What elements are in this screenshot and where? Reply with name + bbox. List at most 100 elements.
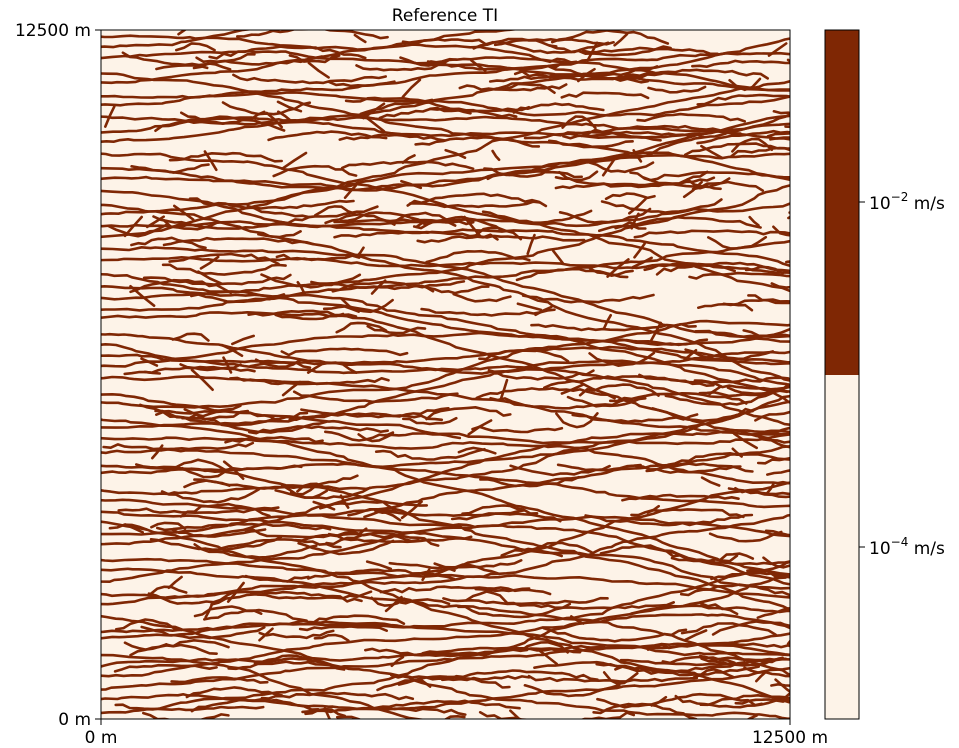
- channel-connector: [601, 154, 619, 177]
- channel-connector: [123, 523, 144, 534]
- channel-segment: [160, 487, 261, 504]
- channel-segment: [487, 368, 595, 381]
- channel-segment: [707, 235, 768, 250]
- channel-segment: [547, 65, 659, 77]
- channel-segment: [633, 229, 790, 239]
- channel-segment: [306, 568, 456, 581]
- channel-segment: [325, 531, 440, 547]
- channel-segment: [588, 161, 655, 174]
- channel-segment: [297, 539, 395, 556]
- channel-segment: [168, 151, 283, 163]
- channel-segment: [592, 702, 685, 715]
- channel-segment: [253, 654, 325, 665]
- channel-connector: [365, 560, 393, 571]
- channel-segment: [786, 260, 790, 264]
- channel-segment: [170, 676, 269, 684]
- channel-segment: [155, 410, 309, 426]
- channel-segment: [244, 527, 368, 539]
- channel-segment: [227, 660, 346, 671]
- channel-segment: [260, 273, 362, 289]
- channel-boundary: [101, 619, 790, 657]
- channel-segment: [488, 73, 650, 84]
- channel-segment: [310, 614, 406, 625]
- channel-segment: [185, 686, 284, 699]
- channel-segment: [359, 101, 472, 116]
- channel-segment: [300, 407, 450, 419]
- channel-connector: [177, 30, 187, 36]
- channel-segment: [280, 347, 409, 357]
- colorbar-label-low-unit: m/s: [908, 539, 945, 559]
- channel-segment: [624, 68, 769, 80]
- channel-segment: [523, 683, 621, 698]
- channel-segment: [661, 655, 736, 665]
- channel-segment: [548, 44, 672, 57]
- channel-segment: [621, 493, 740, 502]
- channel-connector: [602, 314, 612, 330]
- channel-boundary: [101, 666, 790, 711]
- channel-boundary: [101, 436, 790, 485]
- channel-connector: [353, 33, 367, 44]
- channel-segment: [754, 433, 790, 444]
- channel-connector: [683, 348, 698, 362]
- channel-connector: [499, 378, 509, 401]
- y-tick-label-bottom: 0 m: [58, 710, 91, 730]
- channel-segment: [406, 192, 548, 208]
- channel-connector: [343, 184, 357, 199]
- channel-segment: [647, 85, 707, 94]
- channel-segment: [292, 390, 459, 404]
- channel-segment: [650, 692, 764, 707]
- channel-segment: [505, 601, 675, 610]
- channel-connector: [646, 504, 660, 514]
- channel-segment: [280, 482, 319, 496]
- channel-connector: [463, 215, 483, 239]
- channel-segment: [691, 59, 790, 68]
- channel-segment: [314, 205, 356, 217]
- channel-segment: [384, 432, 462, 440]
- channel-segment: [339, 211, 427, 226]
- channel-boundary: [101, 515, 790, 583]
- channel-boundary: [101, 115, 790, 141]
- channel-segment: [614, 665, 760, 677]
- channel-segment: [376, 675, 511, 692]
- channel-connector: [173, 204, 195, 221]
- channel-segment: [554, 182, 722, 191]
- channel-segment: [425, 406, 512, 421]
- channel-connector: [265, 111, 283, 129]
- channel-connector: [421, 568, 431, 582]
- channel-segment: [688, 271, 790, 280]
- channel-segment: [600, 198, 723, 214]
- channel-segment: [478, 349, 570, 363]
- channel-connector: [708, 385, 723, 396]
- channel-segment: [161, 263, 287, 276]
- channel-boundary: [101, 30, 519, 85]
- colorbar-label-high-unit: m/s: [908, 194, 945, 214]
- channel-connector: [104, 105, 116, 128]
- channel-boundary: [101, 184, 790, 301]
- plot-frame: [100, 29, 791, 720]
- channel-segment: [699, 694, 790, 707]
- channel-segment: [734, 486, 790, 496]
- channel-connector: [632, 149, 643, 163]
- channel-connector: [700, 476, 721, 487]
- channel-segment: [327, 80, 396, 88]
- channel-segment: [475, 387, 616, 400]
- channel-segment: [461, 504, 539, 515]
- channel-segment: [523, 130, 662, 142]
- channel-segment: [561, 115, 597, 130]
- channel-segment: [117, 506, 280, 514]
- channel-boundary: [101, 567, 790, 677]
- x-tick-label-end: 12500 m: [752, 728, 828, 748]
- channel-segment: [162, 236, 316, 247]
- y-tick-label-top: 12500 m: [15, 21, 91, 41]
- channel-boundary: [101, 152, 790, 239]
- channel-segment: [691, 180, 765, 192]
- channel-segment: [472, 37, 558, 50]
- channel-connector: [649, 321, 662, 343]
- channel-segment: [425, 249, 531, 264]
- channel-segment: [527, 674, 699, 683]
- channel-segment: [244, 574, 310, 583]
- channel-segment: [401, 38, 495, 46]
- channel-segment: [512, 102, 605, 114]
- channel-boundary: [101, 394, 790, 496]
